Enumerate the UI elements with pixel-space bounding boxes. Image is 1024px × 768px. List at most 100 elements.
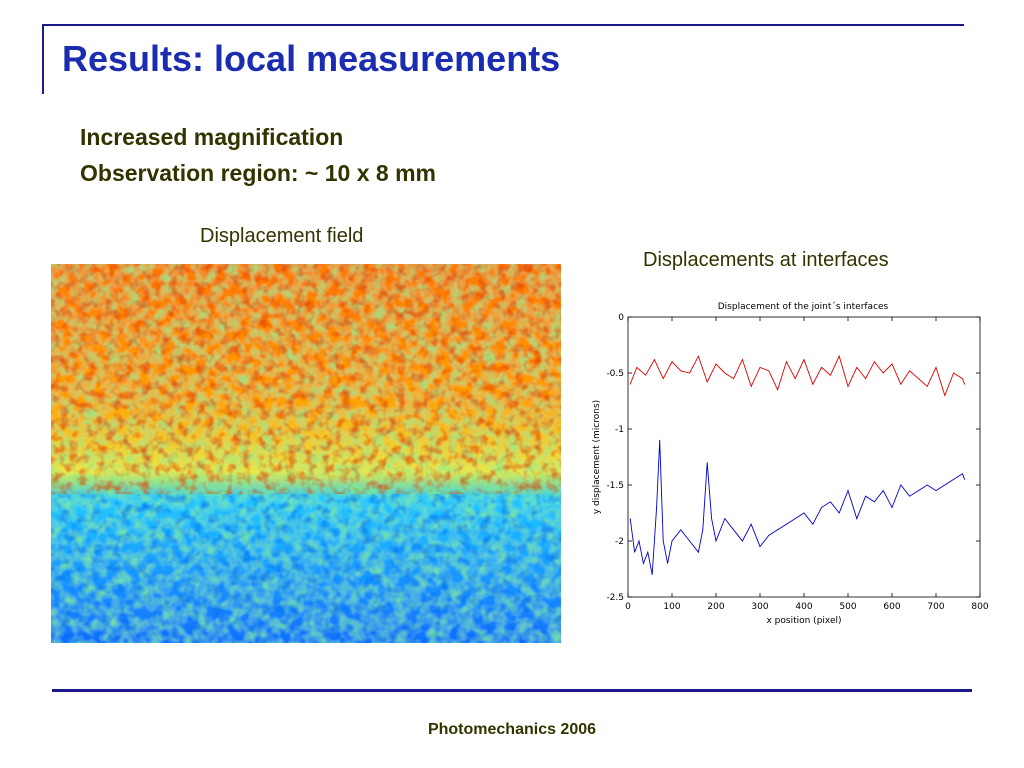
data-point bbox=[953, 479, 954, 480]
plot-frame bbox=[627, 316, 981, 598]
data-point bbox=[962, 473, 963, 475]
data-point bbox=[711, 518, 712, 519]
x-tick-label: 100 bbox=[663, 602, 680, 612]
data-point bbox=[733, 378, 734, 379]
data-point bbox=[838, 355, 840, 357]
data-point bbox=[874, 501, 875, 503]
data-point bbox=[794, 378, 796, 379]
data-point bbox=[856, 367, 858, 368]
data-point bbox=[768, 535, 770, 536]
chart-ylabel: y displacement (microns) bbox=[592, 400, 602, 514]
data-point bbox=[750, 386, 752, 387]
data-point bbox=[629, 518, 631, 519]
data-point bbox=[689, 540, 690, 542]
data-point bbox=[680, 370, 682, 372]
x-tick-label: 400 bbox=[795, 602, 812, 612]
data-point bbox=[659, 439, 661, 441]
data-point bbox=[874, 361, 875, 363]
data-point bbox=[759, 546, 761, 547]
data-point bbox=[643, 563, 644, 564]
x-tick-label: 300 bbox=[751, 602, 768, 612]
slide-title: Results: local measurements bbox=[62, 38, 561, 79]
data-point bbox=[724, 518, 726, 519]
data-point bbox=[865, 378, 866, 379]
data-point bbox=[706, 462, 708, 463]
chart-title: Displacement of the joint´s interfaces bbox=[718, 301, 889, 312]
series-line-top-interface bbox=[629, 354, 966, 397]
data-point bbox=[944, 484, 946, 486]
data-point bbox=[662, 378, 664, 379]
data-point bbox=[812, 523, 814, 525]
y-tick-label: -2 bbox=[615, 537, 624, 547]
chart-xlabel: x position (pixel) bbox=[766, 616, 841, 626]
data-point bbox=[698, 551, 699, 553]
data-point bbox=[777, 529, 778, 531]
data-point bbox=[935, 490, 937, 491]
data-point bbox=[702, 529, 704, 531]
data-point bbox=[900, 383, 902, 385]
data-point bbox=[724, 372, 726, 374]
data-point bbox=[742, 540, 743, 542]
interfaces-chart-caption: Displacements at interfaces bbox=[643, 249, 889, 271]
data-point bbox=[768, 370, 770, 372]
subtitle-observation-region: Observation region: ~ 10 x 8 mm bbox=[80, 160, 436, 186]
displacement-field-caption: Displacement field bbox=[200, 225, 364, 247]
data-point bbox=[926, 386, 928, 387]
x-tick-label: 800 bbox=[971, 602, 988, 612]
data-point bbox=[847, 490, 849, 491]
data-point bbox=[900, 484, 902, 486]
data-point bbox=[794, 518, 796, 519]
data-point bbox=[742, 359, 743, 360]
data-point bbox=[645, 374, 646, 376]
data-point bbox=[647, 551, 649, 553]
y-tick-label: -0.5 bbox=[606, 369, 624, 379]
y-tick-label: -2.5 bbox=[606, 593, 624, 603]
x-tick-label: 500 bbox=[839, 602, 856, 612]
data-point bbox=[964, 383, 965, 385]
data-point bbox=[821, 367, 822, 368]
data-point bbox=[667, 563, 668, 564]
data-point bbox=[698, 355, 699, 357]
data-point bbox=[821, 507, 822, 508]
data-point bbox=[636, 367, 638, 368]
data-point bbox=[830, 501, 831, 503]
y-tick-label: -1.5 bbox=[606, 481, 624, 491]
data-point bbox=[786, 361, 787, 363]
displacement-field-image bbox=[51, 264, 561, 643]
data-point bbox=[671, 540, 673, 542]
data-point bbox=[909, 370, 910, 372]
data-point bbox=[909, 495, 910, 497]
data-point bbox=[654, 359, 655, 360]
data-point bbox=[856, 518, 858, 519]
data-point bbox=[733, 529, 734, 531]
data-point bbox=[865, 495, 866, 497]
title-accent-rule-top bbox=[42, 24, 964, 26]
data-point bbox=[786, 523, 787, 525]
data-point bbox=[918, 490, 919, 491]
x-tick-label: 200 bbox=[707, 602, 724, 612]
data-point bbox=[891, 363, 893, 365]
axis-ticks: 0 100 200 300 400 500 600 700 800 0 -0.5 -1 -1.5 -2 -2… bbox=[606, 313, 988, 612]
data-point bbox=[882, 372, 884, 374]
data-point bbox=[680, 529, 682, 531]
data-point bbox=[964, 479, 965, 480]
data-point bbox=[689, 372, 690, 374]
x-tick-label: 700 bbox=[927, 602, 944, 612]
data-point bbox=[715, 363, 717, 365]
data-point bbox=[847, 386, 849, 387]
data-point bbox=[891, 507, 893, 508]
data-point bbox=[935, 367, 937, 368]
x-tick-label: 600 bbox=[883, 602, 900, 612]
subtitle-magnification: Increased magnification bbox=[80, 124, 344, 150]
data-point bbox=[656, 507, 657, 508]
title-accent-rule-left bbox=[42, 24, 44, 94]
x-tick-label: 0 bbox=[625, 602, 631, 612]
data-point bbox=[759, 367, 761, 368]
data-point bbox=[662, 540, 664, 542]
data-point bbox=[803, 512, 805, 514]
data-point bbox=[634, 551, 635, 553]
y-tick-label: -1 bbox=[615, 425, 624, 435]
data-point bbox=[750, 523, 752, 525]
data-point bbox=[803, 359, 805, 360]
footer-rule bbox=[52, 689, 972, 692]
